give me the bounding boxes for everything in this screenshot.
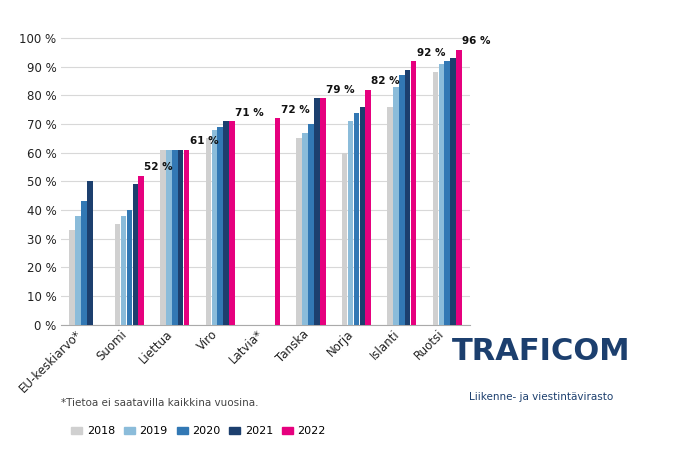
Bar — [76, 216, 81, 325]
Bar — [217, 127, 223, 325]
Bar — [405, 69, 411, 325]
Bar — [342, 153, 347, 325]
Bar — [274, 118, 280, 325]
Bar — [393, 87, 398, 325]
Bar — [314, 98, 319, 325]
Text: *Tietoa ei saatavilla kaikkina vuosina.: *Tietoa ei saatavilla kaikkina vuosina. — [61, 398, 259, 408]
Bar — [138, 176, 144, 325]
Bar — [387, 107, 393, 325]
Bar — [206, 138, 211, 325]
Bar — [308, 124, 314, 325]
Bar — [320, 98, 326, 325]
Bar — [432, 73, 438, 325]
Bar — [348, 121, 353, 325]
Bar — [133, 184, 138, 325]
Bar — [166, 150, 172, 325]
Text: Liikenne- ja viestintävirasto: Liikenne- ja viestintävirasto — [469, 392, 614, 402]
Bar — [160, 150, 165, 325]
Bar — [81, 202, 86, 325]
Bar — [115, 225, 121, 325]
Bar — [366, 90, 371, 325]
Bar — [121, 216, 126, 325]
Bar — [212, 130, 217, 325]
Bar — [127, 210, 132, 325]
Bar — [69, 230, 75, 325]
Text: 61 %: 61 % — [190, 137, 219, 147]
Bar — [302, 133, 308, 325]
Text: 79 %: 79 % — [326, 85, 355, 95]
Text: 82 %: 82 % — [371, 76, 400, 86]
Bar — [184, 150, 189, 325]
Text: TRAFICOM: TRAFICOM — [452, 337, 631, 366]
Bar — [399, 75, 405, 325]
Text: 92 %: 92 % — [417, 48, 445, 58]
Bar — [360, 107, 365, 325]
Bar — [439, 64, 444, 325]
Bar — [296, 138, 302, 325]
Legend: 2018, 2019, 2020, 2021, 2022: 2018, 2019, 2020, 2021, 2022 — [67, 422, 330, 441]
Bar — [456, 50, 462, 325]
Text: 96 %: 96 % — [462, 36, 491, 46]
Text: 72 %: 72 % — [281, 105, 309, 115]
Bar — [178, 150, 183, 325]
Bar — [411, 61, 416, 325]
Bar — [172, 150, 178, 325]
Text: 52 %: 52 % — [144, 162, 173, 172]
Bar — [450, 58, 456, 325]
Bar — [223, 121, 229, 325]
Bar — [353, 113, 359, 325]
Bar — [87, 181, 93, 325]
Bar — [229, 121, 235, 325]
Text: 71 %: 71 % — [235, 108, 264, 118]
Bar — [445, 61, 450, 325]
